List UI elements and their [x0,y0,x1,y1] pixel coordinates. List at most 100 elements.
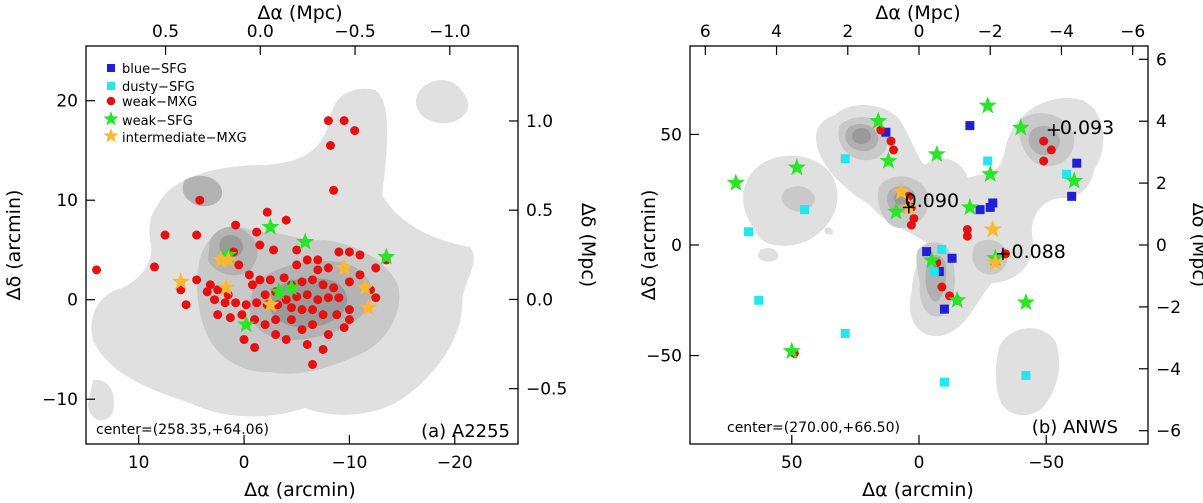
panel-b-blue-sfg-point [934,267,944,277]
panel-b-blue-sfg-point [922,247,932,257]
panel-a-weak-mxg-point [323,263,333,273]
panel-b-intermediate-mxg-point [892,182,911,200]
panel-b-dusty-sfg-point [800,205,809,215]
panel-b-dusty-sfg-point [983,156,993,166]
panel-b-weak-sfg-point [960,197,979,216]
panel-a-weak-mxg-point [247,280,257,290]
panel-a-weak-mxg-point [318,344,328,354]
panel-b-blue-sfg-point [965,121,975,131]
panel-b-xlabel: Δα (arcmin) [862,479,974,501]
legend-weak-mxg-marker [106,96,116,106]
panel-b-weak-mxg-point [962,225,972,235]
cluster-center-cross [996,247,1009,260]
panel-a-weak-mxg-point [371,263,381,273]
panel-a-frame [85,45,519,445]
panel-a-weak-mxg-point [176,285,186,295]
panel-b-blue-sfg-point [939,304,949,314]
panel-a-weak-mxg-point [344,315,354,325]
panel-a-weak-mxg-point [281,215,291,225]
panel-a-markers [92,116,396,369]
panel-a-weak-mxg-point [297,305,307,315]
panel-a-right-ytick-label: 0.0 [526,290,553,310]
panel-a-ytick-label: 20 [56,92,78,112]
panel-a-weak-mxg-point [313,295,323,305]
panel-a-weak-mxg-point [220,298,230,308]
panel-b-weak-sfg-point [927,144,946,163]
panel-b-dusty-sfg-point [1062,169,1072,179]
legend-blue-sfg-label: blue−SFG [122,62,187,77]
panel-a-weak-mxg-point [241,300,251,310]
panel-a-ytick-label: 0 [67,291,78,311]
panel-a-weak-mxg-point [313,255,323,265]
panel-b-top-xtick-label: 6 [700,22,711,42]
legend-dusty-sfg-marker [107,82,115,90]
panel-b-weak-sfg-point [922,250,941,269]
panel-b-intermediate-mxg-point [983,220,1002,238]
panel-a-weak-mxg-point [292,292,302,302]
panel-a-weak-mxg-point [329,185,339,195]
panel-a-ytick-label: 10 [56,191,78,211]
panel-a-xtick-label: 0 [239,453,250,473]
panel-a-weak-mxg-point [192,275,202,285]
panel-a-weak-mxg-point [334,247,344,257]
panel-a-weak-sfg-point [282,278,301,296]
panel-a-weak-mxg-point [213,285,223,295]
panel-b-dusty-sfg-point [939,377,949,387]
panel-b-dusty-sfg-point [840,328,850,338]
panel-a-weak-mxg-point [231,220,241,230]
panel-a-weak-mxg-point [252,298,262,308]
panel-a-weak-mxg-point [286,315,296,325]
panel-b-weak-mxg-point [1039,136,1049,146]
panel-a-right-ytick-label: 1.0 [526,112,553,132]
panel-b-ytick-label: 0 [671,236,682,256]
legend-intermediate-mxg-marker [103,128,119,143]
panel-b-weak-mxg-point [1046,145,1056,155]
panel-b-right-ytick-label: −4 [1156,360,1181,380]
panel-b-top-xtick-label: 0 [914,22,925,42]
panel-a-weak-mxg-point [344,247,354,257]
panel-a-weak-mxg-point [92,265,102,275]
panel-a-intermediate-mxg-point [217,278,236,296]
panel-b-weak-mxg-point [906,220,916,230]
panel-a-weak-mxg-point [329,283,339,293]
panel-b-annotations: 0.090 0.093 0.088 [905,117,1115,263]
panel-b-contour-level-2 [781,113,1075,317]
legend-dusty-sfg-label: dusty−SFG [122,80,195,95]
panel-b-blue-sfg-point [985,202,995,212]
panel-b-weak-mxg-point [962,231,972,241]
panel-a-weak-mxg-point [239,335,249,345]
panel-a-weak-mxg-point [302,255,312,265]
panel-b-weak-sfg-point [787,158,806,176]
panel-a-xtick-label: 10 [128,453,150,473]
panel-b-density-contours [743,98,1104,416]
panel-a-weak-mxg-point [339,116,349,126]
panel-a-weak-sfg-point [377,247,396,265]
panel-a-intermediate-mxg-point [335,258,354,276]
panel-a-top-xtick-label: −0.5 [334,22,375,42]
panel-a-weak-mxg-point [334,293,344,303]
panel-b-blue-sfg-point [975,205,985,215]
panel-a-weak-mxg-point [308,305,318,315]
panel-b-dusty-sfg-point [937,244,947,254]
legend-intermediate-mxg-label: intermediate−MXG [122,131,247,146]
panel-a-weak-mxg-point [292,260,302,270]
panel-b-weak-mxg-point [937,282,947,292]
panel-b-top-xtick-label: −4 [1049,22,1074,42]
panel-a-weak-mxg-point [281,295,291,305]
panel-a-weak-mxg-point [308,275,318,285]
panel-a-legend: blue−SFG dusty−SFG weak−MXG weak−SFG int… [103,62,247,146]
panel-a-ytick-label: −10 [42,390,78,410]
panel-b-dusty-sfg-point [840,154,850,164]
panel-b-weak-sfg-point [1011,118,1030,136]
panel-b-dusty-sfg-point [744,227,754,237]
panel-b-xtick-label: 50 [781,453,803,473]
panel-b-weak-sfg-point [879,151,898,169]
panel-a-intermediate-mxg-point [261,295,280,313]
panel-a-right-ytick-label: 0.5 [526,201,553,221]
legend-weak-sfg-marker [103,111,119,126]
panel-a-ticks: 10 0 −10 −20 20 10 0 −10 0.5 0.0 −0.5 −1.0 1.0 0.5 0.0… [42,22,567,473]
panel-b-weak-sfg-point [978,96,997,114]
panel-b-blue-sfg-point [881,127,891,137]
panel-b-right-ytick-label: 4 [1156,112,1167,132]
